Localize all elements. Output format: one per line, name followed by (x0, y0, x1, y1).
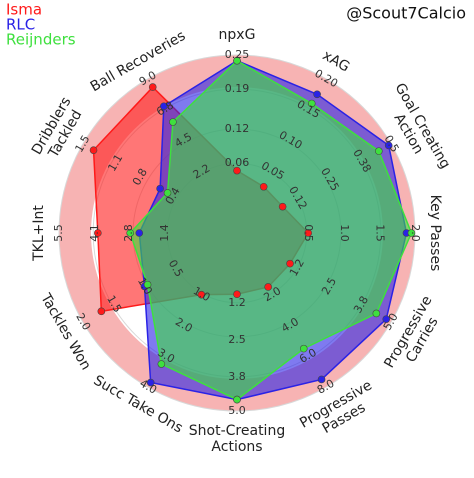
tick-label: 1.2 (228, 296, 246, 309)
vertex-dot (89, 146, 98, 154)
param-label: TKL+Int (31, 205, 47, 262)
param-label-line: Shot-Creating (189, 423, 285, 439)
vertex-dot (264, 283, 272, 291)
legend-entry: Isma (6, 1, 42, 19)
vertex-dot (259, 182, 268, 191)
vertex-dot (135, 229, 144, 237)
vertex-dot (372, 309, 381, 318)
vertex-dot (169, 118, 177, 126)
vertex-dot (375, 147, 383, 155)
vertex-dot (126, 229, 134, 237)
vertex-dot (407, 229, 416, 237)
param-label-line: Actions (211, 439, 262, 455)
vertex-dot (233, 395, 241, 404)
vertex-dot (157, 360, 166, 368)
tick-label: 1.5 (373, 224, 386, 242)
param-label-line: TKL+Int (31, 205, 47, 262)
vertex-dot (160, 102, 168, 111)
tick-label: 3.8 (228, 370, 246, 383)
vertex-dot (94, 229, 102, 237)
tick-label: 0.19 (225, 82, 250, 95)
vertex-dot (299, 344, 308, 353)
vertex-dot (382, 315, 391, 323)
vertex-dot (286, 259, 294, 268)
param-label: Shot-Creating Actions (189, 423, 285, 455)
vertex-dot (278, 202, 287, 211)
tick-label: 1.0 (338, 224, 351, 242)
tick-label: 2.8 (122, 224, 135, 242)
vertex-dot (304, 229, 313, 237)
legend-entry: Reijnders (6, 31, 76, 49)
vertex-dot (146, 378, 155, 387)
vertex-dot (233, 56, 241, 65)
param-label: Key Passes (427, 195, 443, 272)
vertex-dot (233, 166, 241, 175)
vertex-dot (156, 184, 164, 193)
tick-label: 5.5 (52, 224, 65, 242)
tick-label: 1.4 (158, 224, 171, 242)
param-label: npxG (219, 27, 256, 43)
tick-label: 0.25 (225, 48, 250, 61)
tick-label: 5.0 (228, 404, 246, 417)
vertex-dot (97, 307, 106, 316)
vertex-dot (317, 375, 326, 384)
vertex-dot (307, 99, 316, 108)
vertex-dot (197, 290, 206, 299)
param-label-line: npxG (219, 27, 256, 43)
vertex-dot (384, 141, 393, 150)
vertex-dot (313, 90, 321, 99)
tick-label: 0.5 (302, 224, 315, 242)
vertex-dot (233, 290, 241, 299)
vertex-dot (163, 189, 172, 197)
vertex-dot (143, 280, 152, 289)
watermark: @Scout7Calcio (346, 4, 466, 23)
tick-label: 2.5 (228, 333, 246, 346)
tick-label: 4.1 (88, 224, 101, 242)
vertex-dot (148, 83, 157, 91)
tick-label: 2.0 (409, 224, 422, 242)
param-label-line: Key Passes (427, 195, 443, 272)
tick-label: 0.06 (225, 156, 250, 169)
tick-label: 0.12 (225, 122, 250, 135)
legend-entry: RLC (6, 16, 35, 34)
